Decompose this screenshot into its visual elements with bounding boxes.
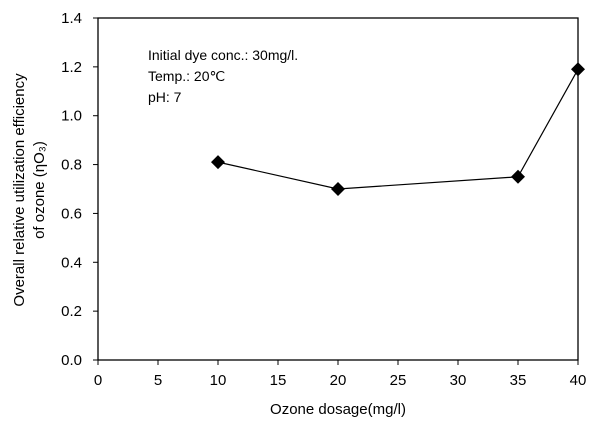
x-tick-label: 30 bbox=[450, 372, 467, 389]
annotation-temp: Temp.: 20℃ bbox=[148, 68, 225, 84]
y-tick-label: 1.2 bbox=[61, 59, 82, 76]
annotation-box: Initial dye conc.: 30mg/l. Temp.: 20℃ pH… bbox=[148, 47, 298, 105]
x-tick-label: 25 bbox=[390, 372, 407, 389]
x-tick-label: 0 bbox=[94, 372, 102, 389]
y-tick-label: 0.4 bbox=[61, 254, 82, 271]
y-axis-label-line2: of ozone (ηO₃) bbox=[31, 141, 48, 239]
y-tick-label: 0.8 bbox=[61, 157, 82, 174]
x-tick-label: 35 bbox=[510, 372, 527, 389]
y-tick-label: 0.6 bbox=[61, 205, 82, 222]
data-point-diamond bbox=[571, 62, 585, 77]
x-tick-label: 20 bbox=[330, 372, 347, 389]
x-tick-label: 10 bbox=[210, 372, 227, 389]
y-tick-label: 0.2 bbox=[61, 303, 82, 320]
data-point-diamond bbox=[511, 169, 525, 184]
x-axis-label: Ozone dosage(mg/l) bbox=[270, 401, 406, 418]
x-tick-label: 5 bbox=[154, 372, 162, 389]
series-line bbox=[217, 69, 579, 190]
annotation-ph: pH: 7 bbox=[148, 89, 182, 105]
y-tick-label: 1.0 bbox=[61, 108, 82, 125]
data-point-diamond bbox=[331, 182, 345, 196]
x-tick-label: 40 bbox=[570, 372, 587, 389]
y-tick-label: 1.4 bbox=[61, 10, 82, 27]
data-point-diamond bbox=[211, 155, 225, 170]
annotation-dye-conc: Initial dye conc.: 30mg/l. bbox=[148, 47, 298, 63]
y-tick-label: 0.0 bbox=[61, 352, 82, 369]
x-tick-label: 15 bbox=[270, 372, 287, 389]
y-axis-label-line1: Overall relative utilization efficiency bbox=[11, 73, 28, 307]
